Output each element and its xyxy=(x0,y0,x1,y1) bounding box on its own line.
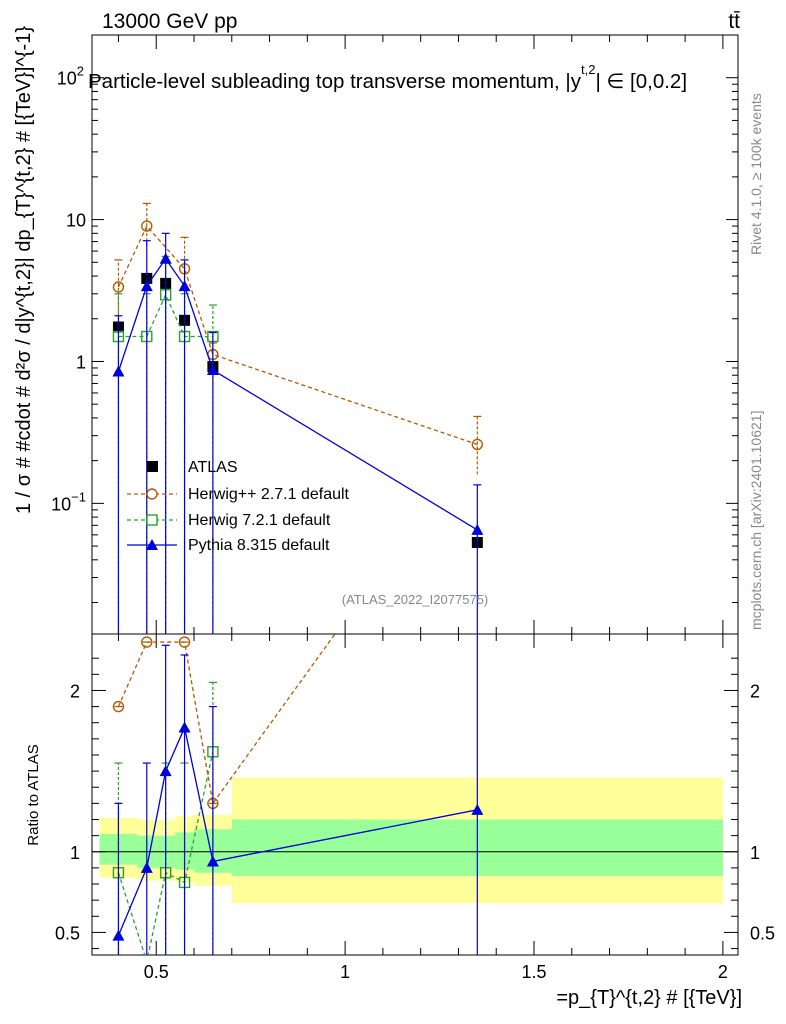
ratio-series-herwigpp-2-7-1-default xyxy=(112,634,336,810)
ratio-panel-frame xyxy=(91,633,739,956)
main-y-tick-label-3: 102 xyxy=(57,64,84,89)
x-tick-label-2: 1.5 xyxy=(521,962,546,982)
legend-herwig7-label: Herwig 7.2.1 default xyxy=(188,512,331,529)
legend-entry-herwigpp: Herwig++ 2.7.1 default xyxy=(127,486,350,503)
process-label: tt̄ xyxy=(728,10,740,33)
legend-entry-herwig7: Herwig 7.2.1 default xyxy=(127,512,331,529)
legend-entry-atlas: ATLAS xyxy=(147,459,238,476)
legend-atlas-label: ATLAS xyxy=(188,459,238,476)
main-point-pythia-8-315-default-1 xyxy=(140,280,153,292)
main-point-pythia-8-315-default-3 xyxy=(178,280,191,292)
x-tick-label-0: 0.5 xyxy=(144,962,169,982)
tick-exponent: 2 xyxy=(77,64,84,79)
ratio-line-pythia-8-315-default xyxy=(117,725,478,936)
ratio-y-tick-label-left-1: 1 xyxy=(70,843,80,863)
tick-base: 10 xyxy=(57,69,77,89)
ratio-point-pythia-8-315-default-4 xyxy=(206,855,219,867)
data-marks xyxy=(112,202,484,955)
ratio-y-tick-label-left-2: 2 xyxy=(70,681,80,701)
ratio-y-axis-label: Ratio to ATLAS xyxy=(25,744,42,845)
rivet-version-label: Rivet 4.1.0, ≥ 100k events xyxy=(748,93,764,255)
main-series-herwigpp-2-7-1-default xyxy=(112,202,484,475)
plot-title: Particle-level subleading top transverse… xyxy=(88,62,687,93)
tick-base: 10 xyxy=(51,494,71,514)
main-series-atlas xyxy=(112,272,483,548)
title-main: Particle-level subleading top transverse… xyxy=(88,70,582,93)
main-y-axis-label: 1 / σ # #cdot # d²σ / d|y^{t,2}| dp_{T}^… xyxy=(13,26,35,514)
main-line-herwig-7-2-1-default xyxy=(118,293,213,338)
energy-label: 13000 GeV pp xyxy=(102,10,237,33)
main-point-pythia-8-315-default-4 xyxy=(206,364,219,376)
ratio-point-herwigpp-2-7-1-default-1 xyxy=(141,636,153,648)
legend-herwigpp-marker xyxy=(146,488,158,500)
ratio-point-pythia-8-315-default-1 xyxy=(140,861,153,873)
tick-exponent: −1 xyxy=(71,489,86,504)
title-tail: | ∈ [0,0.2] xyxy=(595,70,687,93)
main-point-pythia-8-315-default-0 xyxy=(112,365,125,377)
x-axis-label: =p_{T}^{t,2} # [{TeV}] xyxy=(556,987,742,1009)
ratio-point-herwigpp-2-7-1-default-0 xyxy=(112,700,125,713)
ratio-series-pythia-8-315-default xyxy=(112,634,484,955)
ratio-line-herwigpp-2-7-1-default xyxy=(117,634,336,806)
main-point-herwigpp-2-7-1-default-0 xyxy=(112,281,125,293)
legend-pythia-marker xyxy=(146,539,158,550)
title-superscript: t,2 xyxy=(581,62,595,77)
main-y-tick-label-1: 1 xyxy=(76,352,86,372)
main-point-pythia-8-315-default-2 xyxy=(159,252,172,264)
x-tick-label-1: 1 xyxy=(340,962,350,982)
legend: ATLAS Herwig++ 2.7.1 default Herwig 7.2.… xyxy=(127,459,350,554)
main-point-pythia-8-315-default-5 xyxy=(471,523,484,535)
ratio-point-pythia-8-315-default-3 xyxy=(178,721,191,733)
ratio-y-tick-label-right-2: 2 xyxy=(750,681,760,701)
ratio-y-tick-label-right-0: 0.5 xyxy=(750,923,775,943)
ratio-point-herwigpp-2-7-1-default-2 xyxy=(178,636,191,648)
main-line-herwigpp-2-7-1-default xyxy=(117,224,478,446)
legend-herwigpp-label: Herwig++ 2.7.1 default xyxy=(188,486,350,503)
main-point-herwigpp-2-7-1-default-4 xyxy=(471,438,484,451)
analysis-watermark: (ATLAS_2022_I2077575) xyxy=(342,592,488,607)
ratio-y-tick-label-right-1: 1 xyxy=(750,843,760,863)
legend-entry-pythia: Pythia 8.315 default xyxy=(127,537,330,554)
main-line-pythia-8-315-default xyxy=(117,257,478,531)
mcplots-label: mcplots.cern.ch [arXiv:2401.10621] xyxy=(748,411,764,630)
panel-frames xyxy=(91,34,739,956)
main-series-pythia-8-315-default xyxy=(112,232,484,634)
legend-atlas-marker xyxy=(147,461,158,472)
legend-pythia-label: Pythia 8.315 default xyxy=(188,537,330,554)
ratio-point-pythia-8-315-default-2 xyxy=(159,765,172,777)
legend-herwig7-marker xyxy=(146,514,158,526)
ratio-point-pythia-8-315-default-5 xyxy=(471,803,484,815)
main-point-herwigpp-2-7-1-default-1 xyxy=(141,220,153,232)
ratio-point-pythia-8-315-default-0 xyxy=(112,929,125,941)
main-y-tick-label-0: 10−1 xyxy=(51,489,86,514)
ratio-y-tick-label-left-0: 0.5 xyxy=(55,923,80,943)
x-tick-label-3: 2 xyxy=(718,962,728,982)
main-y-tick-label-2: 10 xyxy=(66,211,86,231)
